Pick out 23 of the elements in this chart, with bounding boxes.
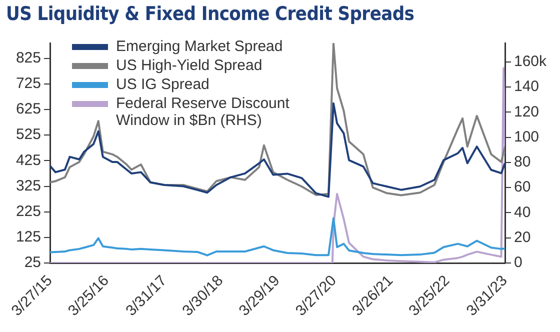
- chart-title: US Liquidity & Fixed Income Credit Spreads: [6, 3, 414, 25]
- y-tick-label: 325: [16, 177, 41, 194]
- y-tick-label: 625: [16, 100, 41, 118]
- legend-label: Federal Reserve Discount Window in $Bn (RHS): [116, 95, 290, 129]
- y2-tick-label: 100: [514, 128, 540, 146]
- y-tick-label: 25: [24, 254, 41, 272]
- y-tick-label: 225: [16, 202, 41, 220]
- legend-label: Emerging Market Spread: [116, 38, 283, 55]
- y2-tick-label: 20: [514, 229, 531, 246]
- y-tick-label: 825: [16, 49, 41, 66]
- legend-label: US High-Yield Spread: [116, 57, 262, 74]
- y2-tick-label: 140: [514, 78, 540, 96]
- y-tick-label: 525: [16, 126, 41, 144]
- y2-tick-label: 120: [514, 103, 540, 120]
- y2-tick-label: 80: [514, 154, 531, 171]
- y-tick-label: 725: [16, 75, 41, 92]
- y2-tick-label: 60: [514, 178, 531, 196]
- y-tick-label: 125: [16, 228, 41, 246]
- y2-tick-label: 160k: [514, 53, 548, 70]
- y2-tick-label: 0: [514, 254, 522, 272]
- legend-label: US IG Spread: [116, 76, 210, 93]
- y2-tick-label: 40: [514, 204, 531, 221]
- y-tick-label: 425: [16, 152, 41, 169]
